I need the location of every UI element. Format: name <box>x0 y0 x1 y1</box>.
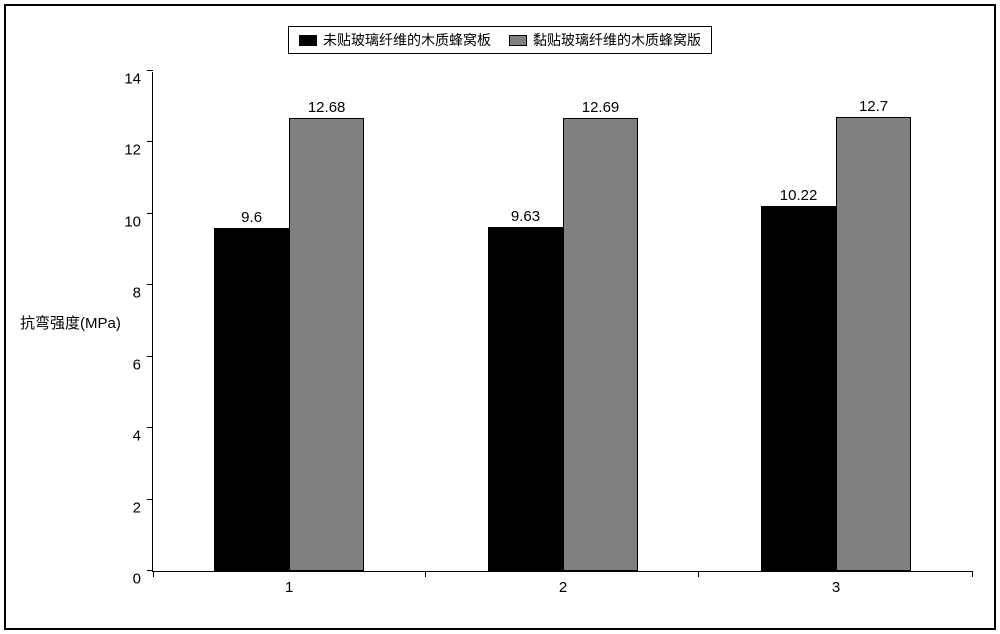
y-tick-mark-4 <box>147 427 153 428</box>
bar-series0-cat0: 9.6 <box>214 228 289 571</box>
plot-area: 0246810121419.612.6829.6312.69310.2212.7 <box>152 72 972 572</box>
bar-series1-cat2: 12.7 <box>836 117 911 571</box>
bar-label-series0-cat2: 10.22 <box>780 187 818 207</box>
y-tick-mark-6 <box>147 356 153 357</box>
y-tick-0: 0 <box>133 571 153 588</box>
legend-swatch-1 <box>509 35 527 46</box>
x-tick-mark-1 <box>425 571 426 577</box>
legend-label-1: 黏贴玻璃纤维的木质蜂窝版 <box>533 30 701 50</box>
y-tick-mark-10 <box>147 213 153 214</box>
x-tick-mark-0 <box>153 571 154 577</box>
y-tick-14: 14 <box>124 71 153 88</box>
legend: 未贴玻璃纤维的木质蜂窝板 黏贴玻璃纤维的木质蜂窝版 <box>288 26 712 54</box>
legend-item-series-1: 黏贴玻璃纤维的木质蜂窝版 <box>509 30 701 50</box>
y-tick-6: 6 <box>133 356 153 373</box>
y-tick-4: 4 <box>133 428 153 445</box>
y-tick-mark-14 <box>147 70 153 71</box>
bar-label-series1-cat0: 12.68 <box>308 99 346 119</box>
y-tick-12: 12 <box>124 142 153 159</box>
bar-series0-cat1: 9.63 <box>488 227 563 571</box>
y-axis-label: 抗弯强度(MPa) <box>20 312 121 333</box>
legend-item-series-0: 未贴玻璃纤维的木质蜂窝板 <box>299 30 491 50</box>
legend-label-0: 未贴玻璃纤维的木质蜂窝板 <box>323 30 491 50</box>
y-tick-mark-12 <box>147 141 153 142</box>
bar-series0-cat2: 10.22 <box>761 206 836 571</box>
chart-area: 未贴玻璃纤维的木质蜂窝板 黏贴玻璃纤维的木质蜂窝版 抗弯强度(MPa) 0246… <box>12 12 988 622</box>
x-tick-mark-3 <box>972 571 973 577</box>
bar-label-series0-cat1: 9.63 <box>511 208 540 228</box>
y-tick-mark-2 <box>147 499 153 500</box>
x-tick-label-3: 3 <box>832 571 840 596</box>
x-tick-mark-2 <box>698 571 699 577</box>
bar-series1-cat1: 12.69 <box>563 118 638 571</box>
bar-label-series0-cat0: 9.6 <box>241 209 262 229</box>
legend-swatch-0 <box>299 35 317 46</box>
y-tick-mark-8 <box>147 284 153 285</box>
y-tick-8: 8 <box>133 285 153 302</box>
x-tick-label-2: 2 <box>559 571 567 596</box>
y-tick-2: 2 <box>133 499 153 516</box>
bar-label-series1-cat1: 12.69 <box>582 99 620 119</box>
x-tick-label-1: 1 <box>285 571 293 596</box>
bar-label-series1-cat2: 12.7 <box>859 98 888 118</box>
y-tick-10: 10 <box>124 213 153 230</box>
bar-series1-cat0: 12.68 <box>289 118 364 571</box>
